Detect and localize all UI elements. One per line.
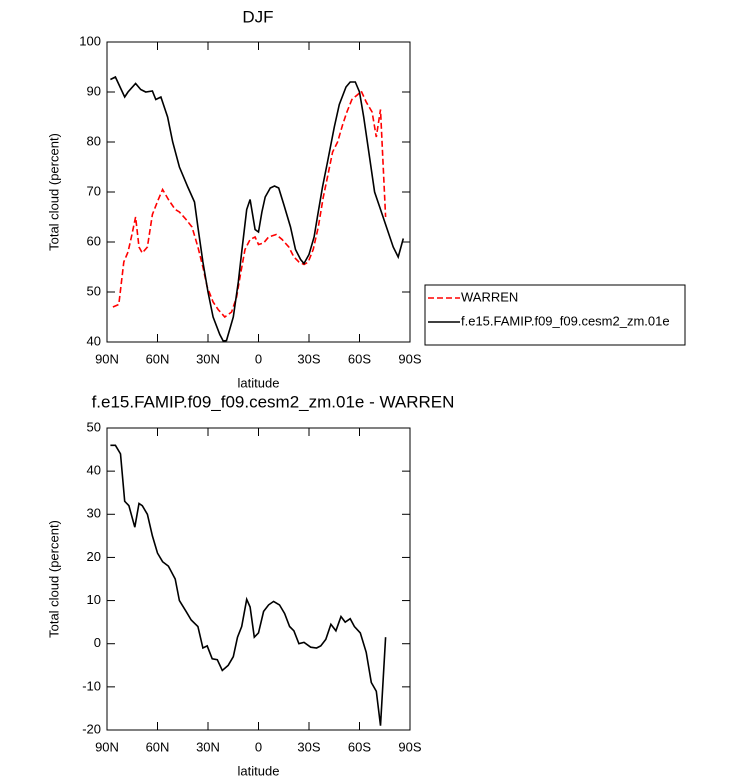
y-tick-label: 40 — [87, 463, 101, 478]
y-tick-label: 90 — [87, 83, 101, 98]
legend-label: f.e15.FAMIP.f09_f09.cesm2_zm.01e — [461, 313, 670, 328]
y-tick-label: 80 — [87, 133, 101, 148]
y-tick-label: 60 — [87, 233, 101, 248]
y-tick-label: 30 — [87, 506, 101, 521]
plot-frame — [106, 427, 411, 731]
x-tick-label: 90S — [398, 739, 421, 754]
y-axis-label: Total cloud (percent) — [46, 133, 61, 251]
series-line — [110, 444, 387, 726]
x-tick-label: 30N — [196, 739, 220, 754]
legend-label: WARREN — [461, 289, 518, 304]
x-axis-label: latitude — [238, 763, 280, 778]
y-tick-label: 0 — [94, 635, 101, 650]
chart-title: f.e15.FAMIP.f09_f09.cesm2_zm.01e - WARRE… — [92, 392, 455, 411]
y-tick-label: 10 — [87, 592, 101, 607]
y-tick-label: -10 — [82, 678, 101, 693]
y-tick-label: 100 — [79, 33, 101, 48]
chart-title: DJF — [242, 7, 273, 26]
x-tick-label: 30S — [297, 739, 320, 754]
x-tick-label: 90N — [95, 351, 119, 366]
x-tick-label: 0 — [255, 739, 262, 754]
y-tick-label: 50 — [87, 419, 101, 434]
x-tick-label: 60N — [146, 739, 170, 754]
x-tick-label: 90S — [398, 351, 421, 366]
x-tick-label: 30N — [196, 351, 220, 366]
legend-box — [424, 284, 686, 346]
y-tick-label: 50 — [87, 283, 101, 298]
x-tick-label: 60N — [146, 351, 170, 366]
series-line — [112, 89, 387, 319]
x-tick-label: 60S — [348, 739, 371, 754]
y-tick-label: -20 — [82, 721, 101, 736]
x-tick-label: 60S — [348, 351, 371, 366]
x-tick-label: 0 — [255, 351, 262, 366]
y-tick-label: 40 — [87, 333, 101, 348]
x-tick-label: 90N — [95, 739, 119, 754]
series-line — [110, 75, 405, 342]
plot-frame — [106, 41, 411, 343]
x-tick-label: 30S — [297, 351, 320, 366]
x-axis-label: latitude — [238, 375, 280, 390]
y-tick-label: 70 — [87, 183, 101, 198]
y-tick-label: 20 — [87, 549, 101, 564]
y-axis-label: Total cloud (percent) — [46, 520, 61, 638]
